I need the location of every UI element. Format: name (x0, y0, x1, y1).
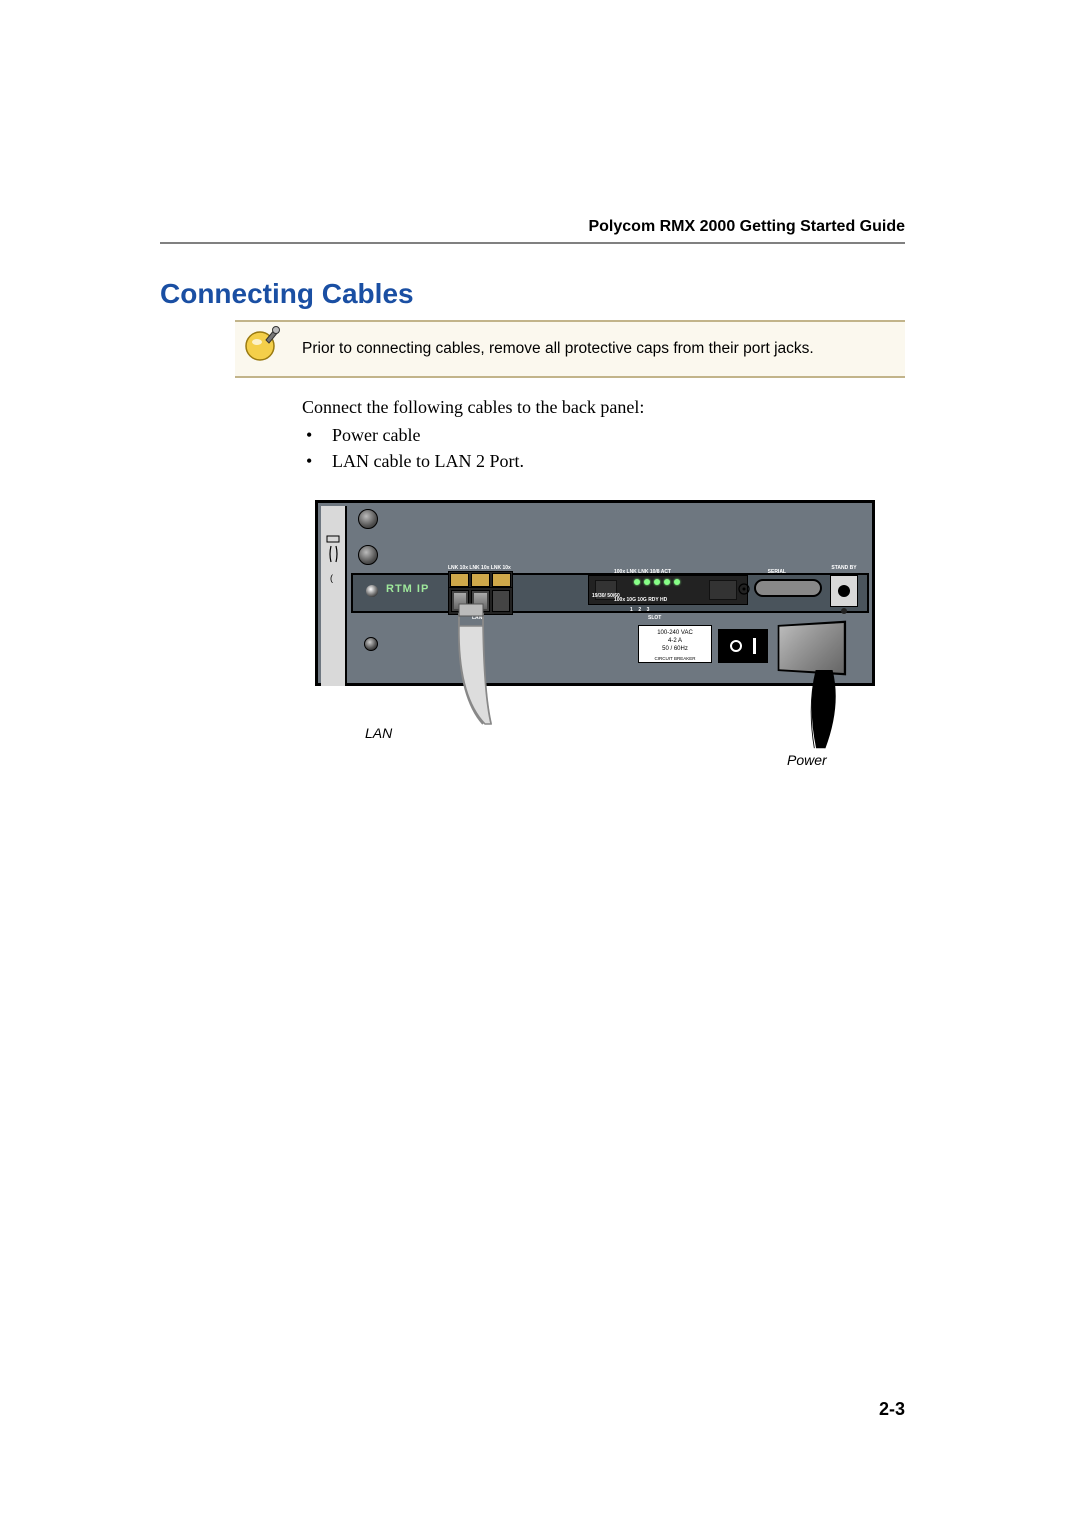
list-item: Power cable (302, 422, 524, 448)
standby-dot-icon (838, 585, 850, 597)
bullet-list: Power cable LAN cable to LAN 2 Port. (302, 422, 524, 474)
power-caption: Power (787, 752, 827, 768)
led-icon (654, 579, 660, 585)
rj-port-icon (492, 573, 511, 587)
led-strip (634, 579, 680, 585)
device-panel: ( RTM IP LNK 10x LNK 10x LNK 10x LAN (315, 500, 875, 686)
power-cable-icon (795, 670, 855, 750)
small-indicator-icon (840, 607, 848, 615)
power-switch (718, 629, 768, 663)
section-title: Connecting Cables (160, 278, 414, 310)
power-rating-box: 100-240 VAC 4-2 A 50 / 60Hz CIRCUIT BREA… (638, 625, 712, 663)
screw-icon (358, 545, 378, 565)
left-mounting-strip: ( (321, 506, 347, 686)
document-page: Polycom RMX 2000 Getting Started Guide C… (0, 0, 1080, 1528)
mid-labels: 100x LNK LNK 10/8 ACT (614, 569, 671, 575)
rtm-led-icon (366, 585, 378, 597)
lan-cable-icon (455, 606, 535, 726)
power-socket (778, 621, 846, 676)
led-icon (644, 579, 650, 585)
page-number: 2-3 (879, 1399, 905, 1420)
screw-icon (358, 509, 378, 529)
svg-text:(: ( (330, 573, 333, 583)
rj-port-icon (471, 573, 490, 587)
slot-label: SLOT (648, 615, 661, 621)
power-line2: 4-2 A (639, 637, 711, 645)
switch-off-icon (730, 640, 742, 652)
note-text: Prior to connecting cables, remove all p… (302, 340, 814, 358)
rtm-label: RTM IP (386, 583, 429, 595)
led-icon (664, 579, 670, 585)
port-slot (709, 580, 737, 600)
back-panel-diagram: ( RTM IP LNK 10x LNK 10x LNK 10x LAN (315, 500, 895, 760)
intro-text: Connect the following cables to the back… (302, 397, 644, 418)
thumbtack-icon (242, 324, 282, 364)
standby-label: STAND BY (830, 565, 858, 571)
screw-icon (364, 637, 378, 651)
power-line1: 100-240 VAC (639, 629, 711, 637)
standby-button (830, 575, 858, 607)
strip-detail: ( (321, 506, 347, 686)
list-item: LAN cable to LAN 2 Port. (302, 448, 524, 474)
rj-port-icon (450, 573, 469, 587)
mid-label2: 19/30/ 50/60 (592, 593, 620, 599)
serial-label: SERIAL (768, 569, 786, 575)
round-connector-icon (738, 583, 750, 595)
power-line4: CIRCUIT BREAKER (639, 655, 711, 663)
header-guide-title: Polycom RMX 2000 Getting Started Guide (588, 218, 905, 236)
lan-caption: LAN (365, 725, 392, 741)
switch-on-icon (753, 638, 756, 654)
power-line3: 50 / 60Hz (639, 645, 711, 653)
header-rule (160, 242, 905, 244)
slot-numbers: 1 2 3 (630, 607, 649, 613)
led-icon (674, 579, 680, 585)
mid-sub-labels: 100x 10G 10G RDY HD (614, 597, 667, 603)
serial-port (754, 579, 822, 597)
led-icon (634, 579, 640, 585)
